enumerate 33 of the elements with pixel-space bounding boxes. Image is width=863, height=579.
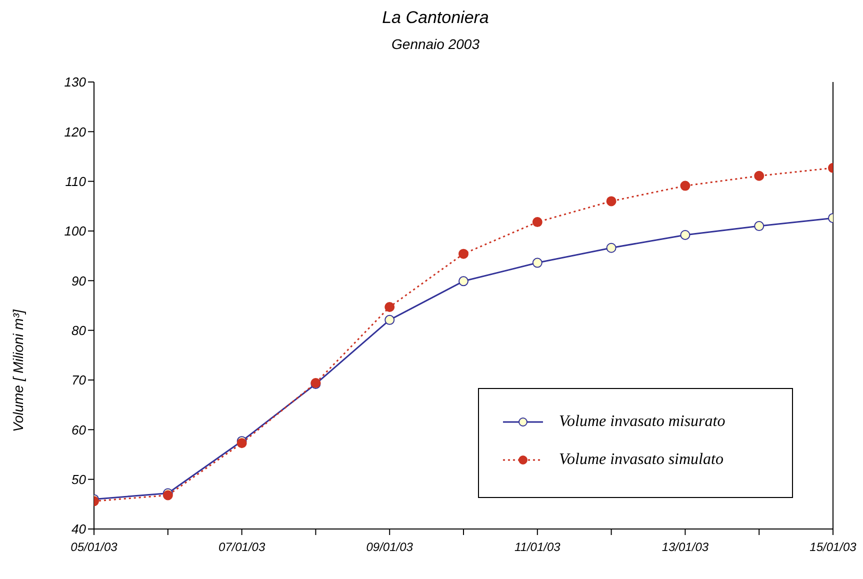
legend-label: Volume invasato misurato bbox=[559, 413, 726, 431]
point bbox=[606, 242, 616, 253]
y-tick-label: 100 bbox=[64, 224, 87, 239]
point bbox=[384, 302, 395, 312]
point bbox=[458, 248, 468, 259]
point bbox=[606, 196, 616, 206]
y-tick-label: 50 bbox=[72, 472, 87, 487]
chart-title: La Cantoniera bbox=[381, 8, 490, 28]
point bbox=[680, 230, 690, 240]
y-tick-label: 110 bbox=[65, 174, 87, 189]
y-axis-title: Volume [ Milioni m³] bbox=[10, 310, 26, 432]
point bbox=[532, 258, 542, 268]
chart-subtitle: Gennaio 2003 bbox=[390, 36, 480, 52]
point bbox=[754, 170, 764, 181]
y-tick-label: 60 bbox=[72, 422, 87, 438]
x-tick-label: 11/01/03 bbox=[514, 540, 561, 554]
y-tick-label: 70 bbox=[72, 372, 87, 388]
point bbox=[680, 180, 690, 191]
legend-label: Volume invasato simulato bbox=[559, 451, 724, 469]
point bbox=[754, 221, 764, 232]
y-tick-label: 80 bbox=[72, 322, 87, 338]
point bbox=[384, 314, 395, 325]
x-tick-label: 07/01/03 bbox=[218, 540, 266, 554]
y-tick-label: 40 bbox=[72, 522, 87, 537]
y-tick-label: 130 bbox=[64, 74, 87, 90]
y-tick-label: 120 bbox=[64, 124, 87, 140]
x-tick-label: 15/01/03 bbox=[810, 540, 857, 554]
y-tick-label: 90 bbox=[72, 273, 87, 288]
x-tick-label: 05/01/03 bbox=[70, 540, 118, 554]
point bbox=[458, 276, 468, 286]
x-tick-label: 09/01/03 bbox=[366, 540, 414, 554]
x-tick-label: 13/01/03 bbox=[662, 540, 709, 554]
point bbox=[532, 217, 542, 228]
